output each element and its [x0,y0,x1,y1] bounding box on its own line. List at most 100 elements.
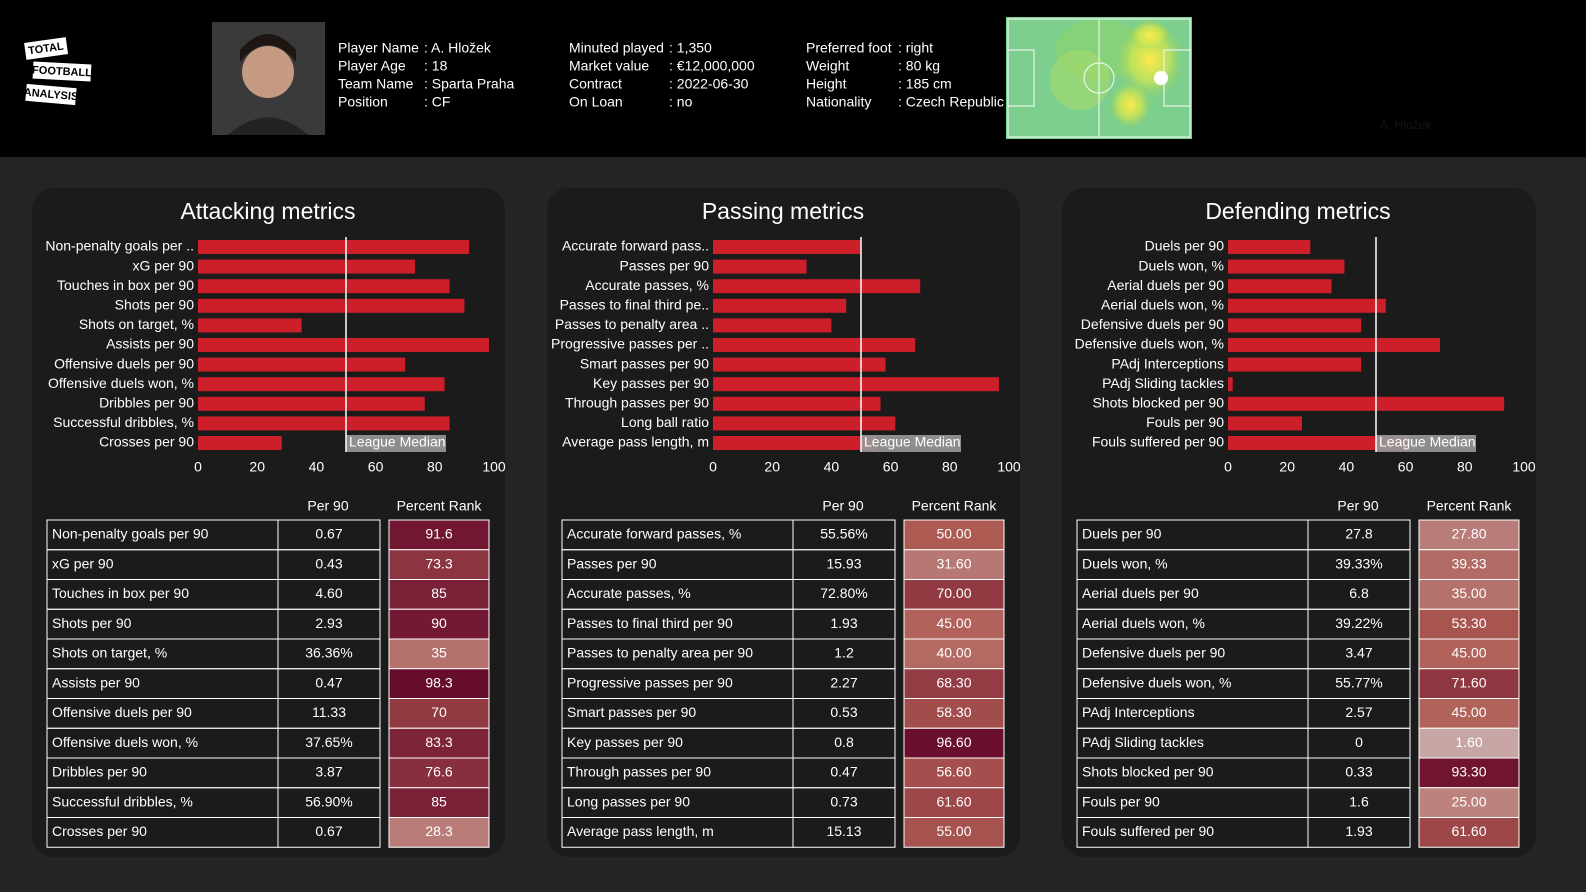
per90-value: 2.93 [315,615,342,631]
info-value: : 2022-06-30 [669,76,749,92]
y-tick-label: Shots blocked per 90 [1092,395,1224,411]
y-tick-label: Dribbles per 90 [99,395,194,411]
per90-value: 2.57 [1345,704,1372,720]
percent-rank: 70.00 [936,585,971,601]
percent-rank: 45.00 [1451,704,1486,720]
rank-cell [1418,817,1520,848]
y-tick-label: Passes to final third pe.. [560,297,709,313]
percent-rank: 27.80 [1451,526,1486,542]
y-tick-label: Duels won, % [1138,257,1224,273]
percent-rank: 35.00 [1451,585,1486,601]
rank-cell [1418,549,1520,580]
info-label: Team Name [338,76,414,92]
logo-box [32,61,92,82]
y-tick-label: Assists per 90 [106,336,194,352]
per90-value: 1.93 [830,615,857,631]
x-tick-label: 40 [824,459,840,475]
per90-value: 3.47 [1345,645,1372,661]
per90-value: 1.6 [1349,793,1369,809]
y-tick-label: Successful dribbles, % [53,414,194,430]
bar [713,436,876,450]
y-tick-label: PAdj Sliding tackles [1102,375,1224,391]
per90-value: 0.47 [315,674,342,690]
position-marker [1154,71,1168,85]
info-label: Minuted played [569,40,664,56]
bar [713,377,999,392]
rank-cell [388,549,490,580]
bar [713,279,921,294]
per90-value: 27.8 [1345,526,1372,542]
percent-rank: 56.60 [936,764,971,780]
percent-rank: 1.60 [1455,734,1482,750]
y-tick-label: Passes to penalty area .. [555,316,709,332]
y-tick-label: Passes per 90 [620,257,710,273]
per90-value: 11.33 [312,704,346,720]
rank-cell [388,817,490,848]
median-label: League Median [864,434,961,450]
percent-rank: 85 [431,793,447,809]
panel [547,188,1020,857]
y-tick-label: Average pass length, m [562,434,709,450]
x-tick-label: 20 [764,459,780,475]
y-tick-label: Progressive passes per .. [551,336,709,352]
logo-box [24,37,69,60]
rank-cell [903,638,1005,670]
per90-value: 0 [1355,734,1363,750]
per90-value: 3.87 [315,764,342,780]
info-value: : A. Hložek [424,40,492,56]
column-header: Per 90 [1337,498,1378,514]
percent-rank: 45.00 [1451,645,1486,661]
y-tick-label: Shots per 90 [115,297,195,313]
per90-value: 1.93 [1345,823,1372,839]
column-header: Percent Rank [397,498,483,514]
player-photo-shirt [228,117,308,135]
bar [198,279,450,294]
info-value: : €12,000,000 [669,58,755,74]
metric-name: Shots per 90 [52,615,132,631]
info-value: : 185 cm [898,76,952,92]
metric-name: Shots blocked per 90 [1082,764,1214,780]
x-tick-label: 60 [1398,459,1414,475]
heat-blob [1050,50,1110,110]
metric-name: Aerial duels won, % [1082,615,1205,631]
per90-value: 6.8 [1349,585,1369,601]
metric-name: Touches in box per 90 [52,585,189,601]
median-label-box [1376,435,1476,452]
median-label: League Median [349,434,446,450]
x-tick-label: 100 [1512,459,1536,475]
metric-name: Key passes per 90 [567,734,683,750]
rank-cell [388,638,490,670]
info-label: On Loan [569,94,623,110]
percent-rank: 45.00 [936,615,971,631]
rank-cell [388,579,490,610]
percent-rank: 85 [431,585,447,601]
logo-box [25,83,77,106]
info-value: : Czech Republic [898,94,1004,110]
per90-value: 39.33% [1335,555,1382,571]
y-tick-label: Through passes per 90 [565,395,709,411]
y-tick-label: Defensive duels per 90 [1081,316,1224,332]
metric-name: Progressive passes per 90 [567,674,733,690]
y-tick-label: Fouls suffered per 90 [1092,434,1224,450]
per90-value: 72.80% [820,585,867,601]
x-tick-label: 0 [1224,459,1232,475]
bar [713,240,861,254]
table-cell [277,817,381,848]
per90-value: 0.67 [315,823,342,839]
rank-cell [1418,757,1520,789]
rank-cell [388,608,490,640]
per90-value: 55.77% [1335,674,1382,690]
y-tick-label: Non-penalty goals per .. [45,238,194,254]
x-tick-label: 0 [194,459,202,475]
column-header: Percent Rank [912,498,998,514]
metric-name: Duels won, % [1082,555,1168,571]
percent-rank: 90 [431,615,447,631]
bar [1228,396,1505,411]
table-cell [792,817,896,848]
metric-name: Passes per 90 [567,555,657,571]
metric-name: Fouls suffered per 90 [1082,823,1214,839]
x-tick-label: 40 [1339,459,1355,475]
metric-name: Passes to penalty area per 90 [567,645,753,661]
percent-rank: 83.3 [425,734,452,750]
